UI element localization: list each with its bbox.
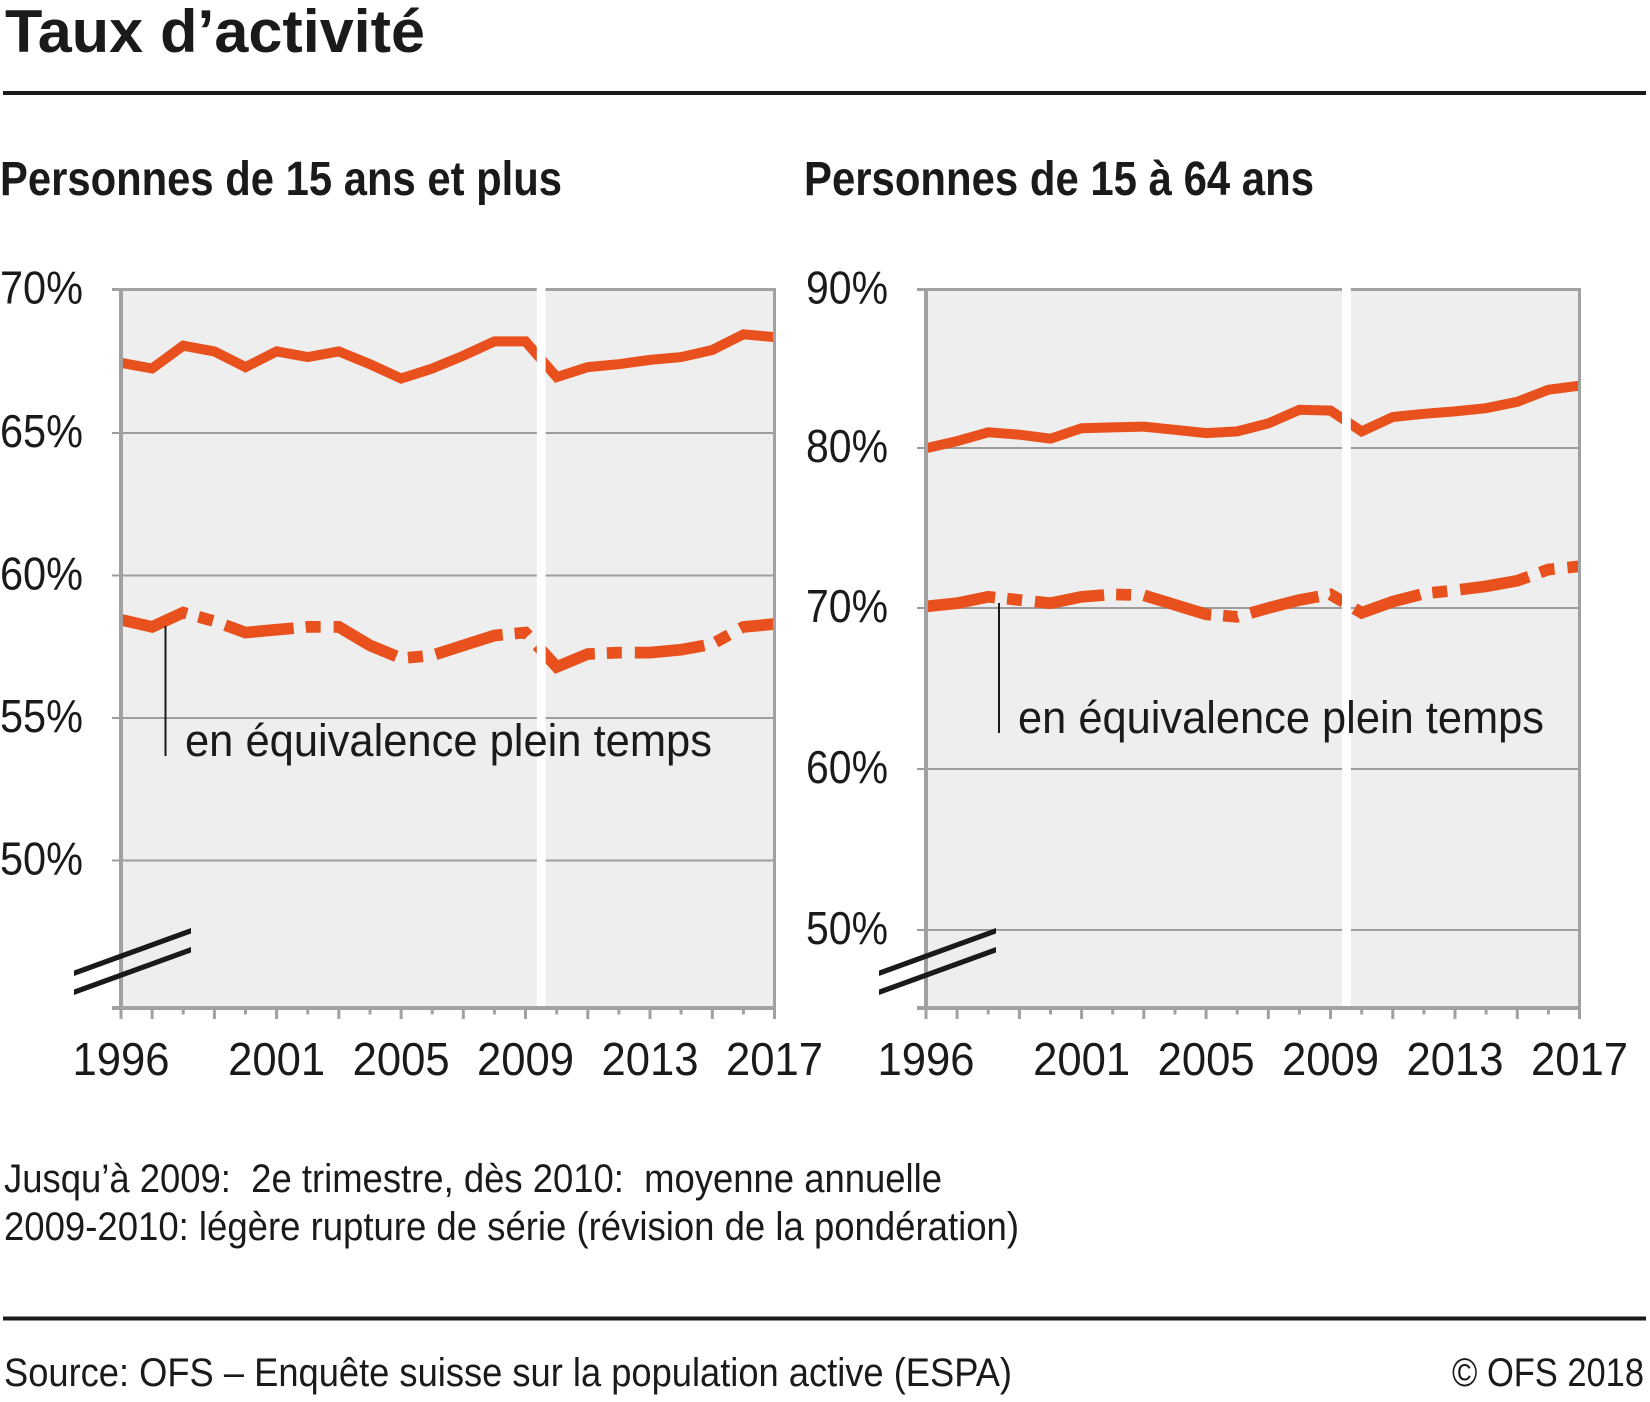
svg-text:50%: 50%	[0, 833, 83, 885]
svg-text:60%: 60%	[0, 548, 83, 600]
svg-text:Source: OFS – Enquête suisse s: Source: OFS – Enquête suisse sur la popu…	[4, 1351, 1012, 1395]
svg-text:2013: 2013	[1407, 1033, 1504, 1085]
svg-text:70%: 70%	[806, 580, 888, 632]
svg-text:2005: 2005	[1158, 1033, 1255, 1085]
svg-text:Personnes de 15 à 64 ans: Personnes de 15 à 64 ans	[804, 153, 1314, 206]
svg-text:2009: 2009	[477, 1033, 574, 1085]
svg-text:90%: 90%	[806, 262, 888, 314]
svg-text:1996: 1996	[878, 1033, 975, 1085]
svg-text:1996: 1996	[73, 1033, 170, 1085]
svg-text:Personnes de 15 ans et plus: Personnes de 15 ans et plus	[0, 153, 562, 206]
svg-text:80%: 80%	[806, 420, 888, 472]
svg-text:2005: 2005	[353, 1033, 450, 1085]
svg-text:2017: 2017	[726, 1033, 823, 1085]
svg-text:65%: 65%	[0, 405, 83, 457]
svg-text:2017: 2017	[1531, 1033, 1628, 1085]
svg-text:2009-2010: légère rupture de s: 2009-2010: légère rupture de série (révi…	[4, 1205, 1019, 1249]
svg-text:Jusqu’à 2009: 2e trimestre, d: Jusqu’à 2009: 2e trimestre, dès 2010: mo…	[4, 1157, 942, 1201]
svg-text:© OFS 2018: © OFS 2018	[1452, 1351, 1644, 1395]
svg-text:2001: 2001	[228, 1033, 325, 1085]
svg-text:2001: 2001	[1033, 1033, 1130, 1085]
svg-text:60%: 60%	[806, 741, 888, 793]
svg-text:Taux d’activité: Taux d’activité	[5, 0, 425, 65]
svg-text:en équivalence plein temps: en équivalence plein temps	[185, 715, 712, 766]
svg-text:2013: 2013	[602, 1033, 699, 1085]
svg-text:50%: 50%	[806, 902, 888, 954]
svg-text:70%: 70%	[0, 262, 83, 314]
svg-text:en équivalence plein temps: en équivalence plein temps	[1018, 692, 1544, 743]
svg-text:2009: 2009	[1282, 1033, 1379, 1085]
svg-text:55%: 55%	[0, 690, 83, 742]
